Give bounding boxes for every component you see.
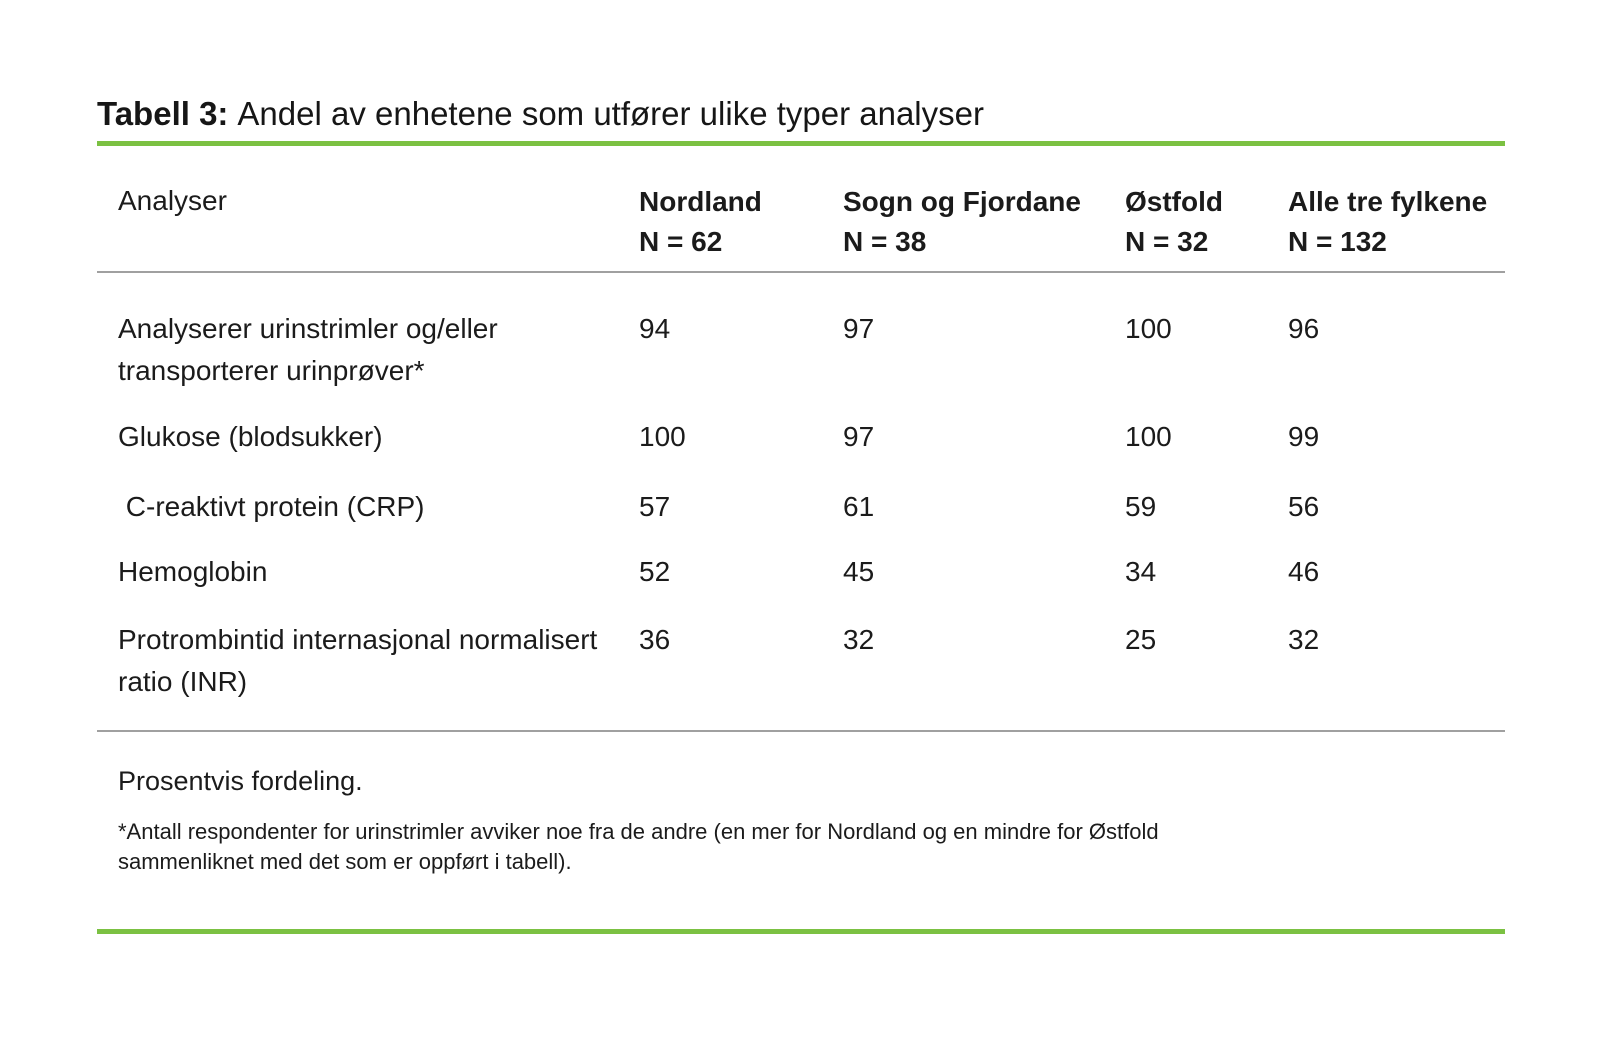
cell-value: 36 (639, 624, 671, 655)
row-label: Hemoglobin (118, 556, 268, 587)
row-label: Protrombintid internasjonal normalisert … (118, 624, 598, 697)
cell-value: 45 (843, 556, 875, 587)
cell-value: 56 (1288, 491, 1320, 522)
cell-value: 100 (639, 421, 686, 452)
column-header-ostfold: Østfold N = 32 (1125, 182, 1223, 262)
cell-value: 61 (843, 491, 875, 522)
column-n: N = 38 (843, 226, 927, 257)
bottom-accent-rule (97, 929, 1505, 934)
table-caption: Andel av enhetene som utfører ulike type… (237, 95, 984, 132)
cell-value: 46 (1288, 556, 1320, 587)
cell-value: 34 (1125, 556, 1157, 587)
table-note: Prosentvis fordeling. (118, 766, 363, 796)
footnote-line: sammenliknet med det som er oppført i ta… (118, 849, 572, 874)
cell-value: 32 (843, 624, 875, 655)
cell-value: 97 (843, 421, 875, 452)
cell-value: 96 (1288, 313, 1320, 344)
column-name: Østfold (1125, 186, 1223, 217)
cell-value: 97 (843, 313, 875, 344)
row-label: C-reaktivt protein (CRP) (118, 491, 425, 522)
row-label: Glukose (blodsukker) (118, 421, 383, 452)
table-title: Tabell 3: Andel av enhetene som utfører u… (97, 95, 984, 133)
footnote-line: *Antall respondenter for urinstrimler av… (118, 819, 1159, 844)
column-n: N = 62 (639, 226, 723, 257)
table-bottom-divider-rule (97, 730, 1505, 732)
cell-value: 59 (1125, 491, 1157, 522)
column-name: Nordland (639, 186, 762, 217)
cell-value: 94 (639, 313, 671, 344)
cell-value: 100 (1125, 313, 1172, 344)
cell-value: 100 (1125, 421, 1172, 452)
column-header-nordland: Nordland N = 62 (639, 182, 762, 262)
header-divider-rule (97, 271, 1505, 273)
column-name: Alle tre fylkene (1288, 186, 1488, 217)
cell-value: 57 (639, 491, 671, 522)
cell-value: 99 (1288, 421, 1320, 452)
cell-value: 25 (1125, 624, 1157, 655)
table-footnote: *Antall respondenter for urinstrimler av… (118, 817, 1159, 877)
table-number: Tabell 3: (97, 95, 229, 132)
column-header-alle-tre-fylkene: Alle tre fylkene N = 132 (1288, 182, 1487, 262)
column-header-sogn-og-fjordane: Sogn og Fjordane N = 38 (843, 182, 1081, 262)
column-n: N = 32 (1125, 226, 1209, 257)
cell-value: 52 (639, 556, 671, 587)
column-header-analyser: Analyser (118, 185, 227, 216)
top-accent-rule (97, 141, 1505, 146)
column-name: Sogn og Fjordane (843, 186, 1081, 217)
column-n: N = 132 (1288, 226, 1387, 257)
cell-value: 32 (1288, 624, 1320, 655)
row-label: Analyserer urinstrimler og/eller transpo… (118, 313, 498, 386)
